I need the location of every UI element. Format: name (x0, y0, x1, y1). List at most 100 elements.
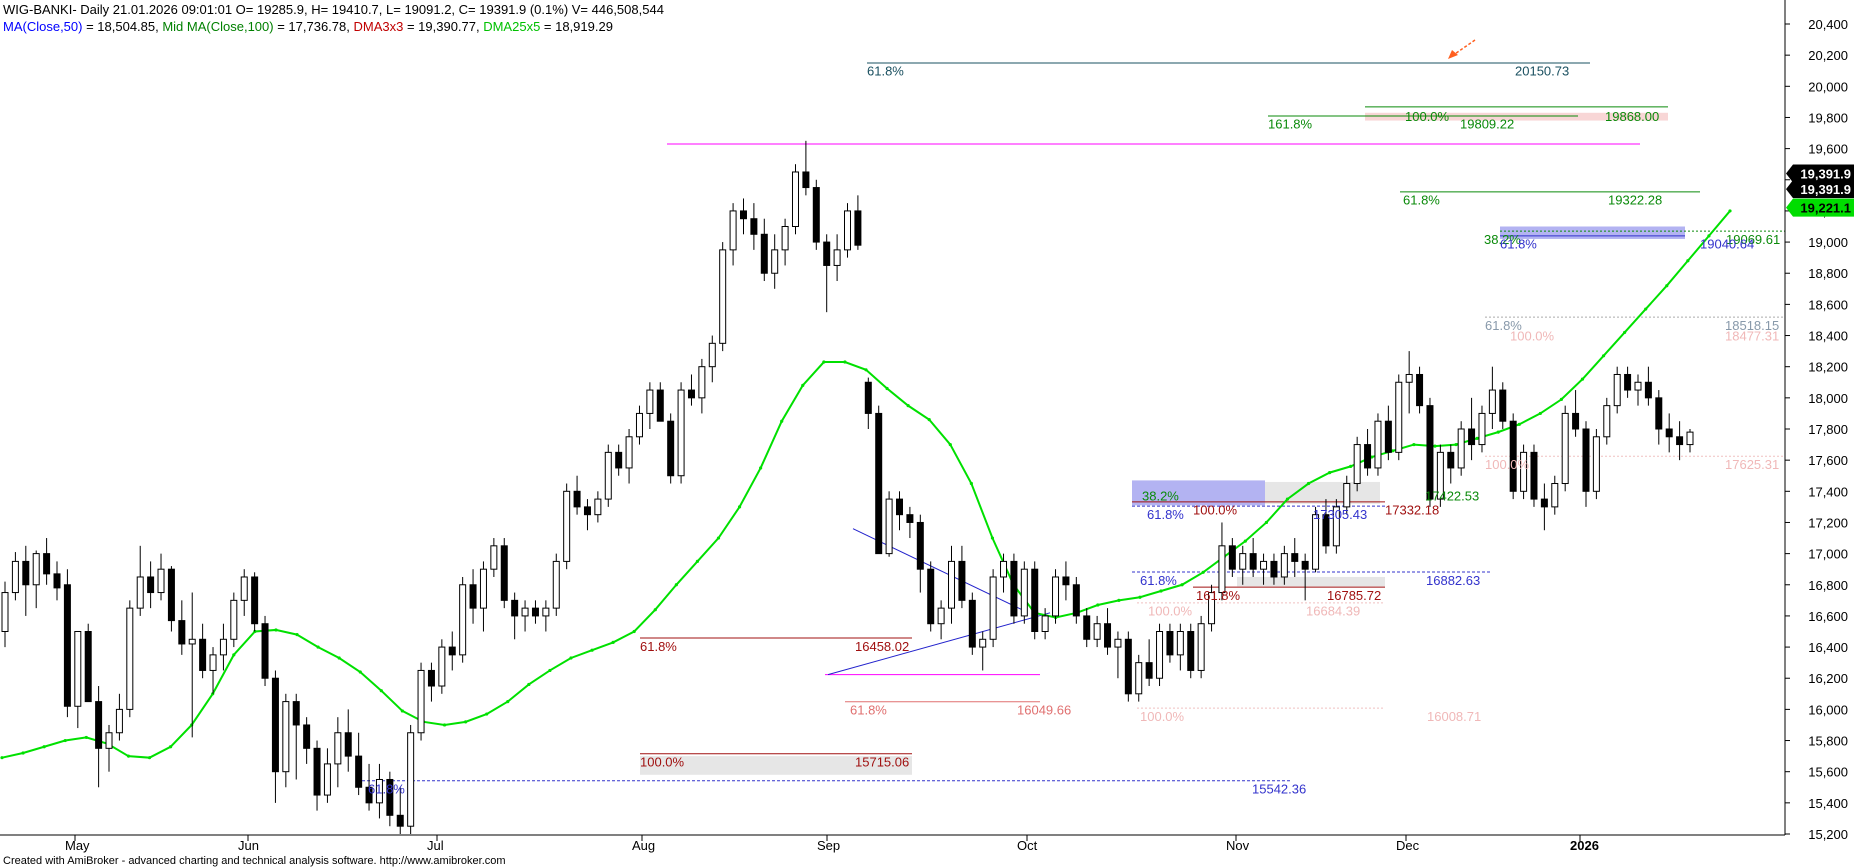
candle (1228, 538, 1236, 577)
dma25x5-marker (1601, 354, 1606, 358)
candle (105, 724, 113, 772)
candle-body (916, 521, 924, 570)
candle-body (719, 249, 727, 344)
candle (167, 566, 175, 632)
dma25x5-marker (1454, 442, 1458, 447)
dma25x5-marker (358, 670, 362, 674)
candle (188, 592, 196, 738)
candle-body (105, 732, 113, 749)
candle (230, 592, 238, 648)
fib-value-label: 17625.31 (1725, 457, 1779, 472)
fib-value-label: 18518.15 (1725, 318, 1779, 333)
fibonacci-labels: 61.8% 20150.73 100.0% 19868.00 161.8% 19809.2… (368, 64, 1780, 797)
candle-body (875, 412, 883, 555)
candle (1322, 499, 1330, 554)
candle-body (178, 620, 186, 645)
dma25x5-marker (632, 629, 636, 634)
candle (1592, 429, 1600, 500)
candle-body (1655, 397, 1663, 430)
dma25x5-marker (506, 699, 510, 704)
candle-body (479, 568, 487, 609)
y-tick-label: 17,600 (1808, 453, 1848, 468)
candle (251, 572, 259, 632)
candle-body (1540, 498, 1548, 508)
candle (1187, 623, 1195, 679)
fib-ratio-label: 100.0% (1485, 457, 1530, 472)
candle-body (698, 366, 706, 399)
price-badge-label: 19,391.9 (1800, 182, 1851, 197)
candle-body (667, 420, 675, 477)
dma25x5-marker (1138, 595, 1142, 599)
header-indicators: MA(Close,50) = 18,504.85, Mid MA(Close,1… (3, 19, 613, 34)
candle (1072, 576, 1080, 624)
candle-body (1634, 381, 1642, 391)
candle (667, 413, 675, 484)
candle (854, 195, 862, 250)
candle (459, 576, 467, 663)
fib-value-label: 16684.39 (1306, 604, 1360, 619)
candle (791, 164, 799, 235)
x-tick-label: Aug (632, 838, 655, 853)
dma25x5-marker (1433, 444, 1437, 448)
candle-body (854, 210, 862, 246)
candle-body (1332, 506, 1340, 547)
candle-body (53, 573, 61, 589)
y-tick-label: 19,800 (1808, 110, 1848, 125)
candle-body (115, 708, 123, 734)
y-tick-label: 15,600 (1808, 765, 1848, 780)
fib-ratio-label: 161.8% (1196, 588, 1241, 603)
candle-body (188, 638, 196, 645)
candle-body (1249, 553, 1257, 570)
y-tick-label: 16,600 (1808, 609, 1848, 624)
fib-ratio-label: 38.2% (1484, 232, 1521, 247)
candle (136, 545, 144, 616)
fib-ratio-label: 61.8% (1500, 237, 1537, 252)
y-tick-label: 19,000 (1808, 235, 1848, 250)
candle-body (459, 584, 467, 656)
candle (1291, 538, 1299, 577)
candle (802, 140, 810, 196)
candle (74, 631, 82, 729)
candle-body (1551, 483, 1559, 508)
dma25x5-marker (780, 419, 784, 423)
candle (11, 552, 19, 601)
candle (240, 569, 248, 616)
candle (271, 670, 279, 803)
dma3-value: = 19,390.77, (403, 19, 483, 34)
y-tick-label: 16,200 (1808, 671, 1848, 686)
candle (1031, 561, 1039, 640)
candle-body (1176, 631, 1184, 656)
candle (916, 514, 924, 593)
candle (1499, 382, 1507, 429)
dma25x5-marker (611, 640, 615, 645)
candle-body (1239, 553, 1247, 570)
candle (407, 724, 415, 834)
candle-body (448, 646, 456, 656)
candle-body (1010, 560, 1018, 617)
dma25x5-marker (442, 723, 447, 727)
fib-value-label: 19868.00 (1605, 109, 1659, 124)
candle (417, 662, 425, 741)
dma25x5-marker (527, 682, 531, 687)
candle-body (771, 249, 779, 274)
candle-body (511, 599, 519, 617)
dma25x5-marker (737, 505, 742, 509)
dma25-value: = 18,919.29 (540, 19, 613, 34)
fib-value-label: 17422.53 (1425, 489, 1479, 504)
dma25x5-marker (801, 383, 805, 387)
candle-body (427, 669, 435, 687)
candle (1530, 444, 1538, 507)
candle (864, 377, 872, 429)
fib-value-label: 19809.22 (1460, 117, 1514, 132)
dma25x5-marker (1285, 497, 1290, 501)
candle (698, 358, 706, 414)
candle (1457, 421, 1465, 476)
dma25x5-marker (1201, 570, 1205, 574)
candle-body (823, 241, 831, 266)
candle (115, 693, 123, 741)
candle (32, 550, 40, 609)
candle-body (1686, 431, 1694, 446)
candle-body (708, 342, 716, 368)
candle (448, 631, 456, 671)
candle-body (292, 701, 300, 726)
